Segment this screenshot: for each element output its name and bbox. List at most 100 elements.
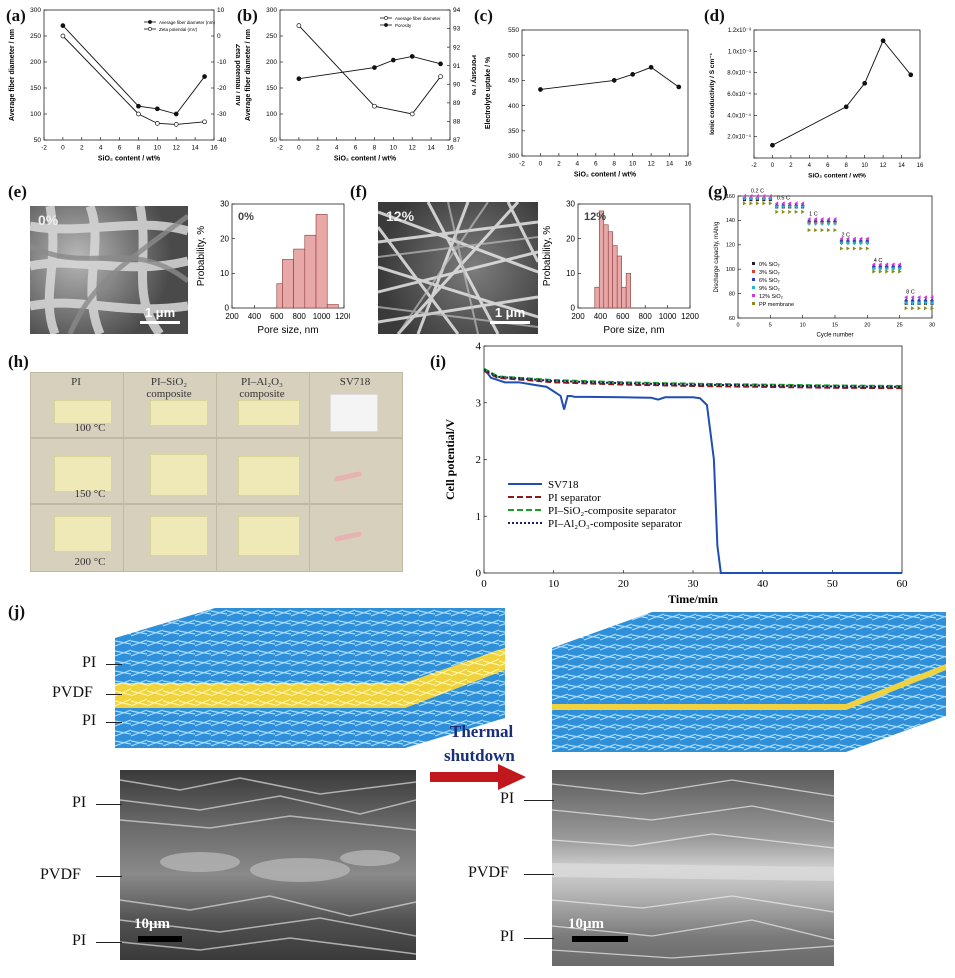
y-right-axis-label: Zeta potential / mV xyxy=(234,44,240,107)
panel-label-g: (g) xyxy=(708,182,728,201)
sem-left-scale-text: 10μm xyxy=(134,916,170,932)
x-tick-label: 10 xyxy=(548,578,560,590)
x-tick-label: 5 xyxy=(769,323,772,329)
data-point xyxy=(846,246,850,251)
legend-marker xyxy=(148,27,152,31)
legend-entry: PI separator xyxy=(548,492,601,504)
x-axis-label: SiO₂ content / wt% xyxy=(334,156,397,163)
x-tick-label: 400 xyxy=(594,312,608,321)
x-tick-label: 4 xyxy=(808,163,812,169)
y-tick-label: 1 xyxy=(476,511,482,523)
x-tick-label: 12 xyxy=(647,161,655,168)
schematic-left-block xyxy=(115,608,505,748)
data-point xyxy=(852,242,857,246)
series-d-point xyxy=(880,38,886,44)
sample-chip xyxy=(150,400,208,426)
data-point xyxy=(781,205,786,209)
x-tick-label: 8 xyxy=(137,145,141,152)
x-tick-label: 4 xyxy=(576,161,580,168)
histogram-bar xyxy=(603,224,609,309)
x-tick-label: 4 xyxy=(335,145,339,152)
data-point xyxy=(871,267,876,272)
leader-line xyxy=(524,800,554,801)
data-point xyxy=(807,228,812,233)
y-tick-label: 100 xyxy=(30,111,41,118)
data-point xyxy=(911,306,915,311)
legend-entry: Average fiber diameter xyxy=(395,16,441,21)
y-tick-label: 10 xyxy=(220,269,229,278)
x-tick-label: 60 xyxy=(897,578,909,590)
panel-label-b: (b) xyxy=(237,6,258,25)
histogram-bar xyxy=(304,234,317,309)
y-tick-label: 300 xyxy=(30,7,41,14)
plot-frame xyxy=(577,203,691,309)
panel-label-e: (e) xyxy=(8,182,27,201)
sample-chip xyxy=(150,516,208,556)
y-tick-label: 300 xyxy=(508,153,519,160)
series-d-point xyxy=(908,72,914,78)
photo-row-200: 200 °C xyxy=(74,556,106,568)
sem-cross-section-left: 10μm xyxy=(120,770,416,960)
leader-line xyxy=(96,876,122,877)
data-point xyxy=(910,295,915,300)
data-point xyxy=(924,306,928,311)
x-tick-label: 600 xyxy=(270,312,284,321)
y-tick-label: 4.0x10⁻⁴ xyxy=(727,112,751,119)
panel-label-j: (j) xyxy=(8,602,25,621)
x-tick-label: 6 xyxy=(594,161,598,168)
chart-i: 0 10 20 30 40 50 60 0 1 2 3 4 Time/min Cell potential… xyxy=(443,341,909,606)
sem-right-label-pi-top: PI xyxy=(500,790,515,807)
y-tick-label: 30 xyxy=(220,200,229,209)
leader-line xyxy=(106,664,122,665)
histogram-bar xyxy=(293,248,306,309)
series-a1-point xyxy=(136,111,141,117)
legend-marker xyxy=(752,278,755,281)
series-b0-point xyxy=(372,103,377,109)
x-tick-label: -2 xyxy=(277,145,283,152)
legend-marker xyxy=(384,23,388,27)
legend-entry: PP membrane xyxy=(759,302,794,308)
data-point xyxy=(878,262,882,267)
legend-entry: 12% SiO₂ xyxy=(759,294,783,300)
x-tick-label: 10 xyxy=(154,145,162,152)
x-tick-label: 800 xyxy=(293,312,307,321)
data-point xyxy=(884,262,889,267)
data-point xyxy=(794,201,798,206)
y-tick-label: 60 xyxy=(729,316,735,322)
legend-entry: 9% SiO₂ xyxy=(759,286,780,292)
x-tick-label: 1000 xyxy=(659,312,677,321)
series-a1-point xyxy=(60,33,66,39)
data-point xyxy=(768,201,773,206)
x-axis-label: SiO₂ content / wt% xyxy=(808,173,866,180)
panel-label-a: (a) xyxy=(6,6,26,25)
histogram-bar xyxy=(598,210,605,309)
sem-image-e: 0% 1 μm xyxy=(30,206,188,334)
chart-b: -2 0 2 4 6 8 10 12 14 16 50 100 150 200 250 300 87 88 89 90… xyxy=(245,7,476,163)
x-tick-label: 14 xyxy=(666,161,674,168)
data-point xyxy=(774,205,779,209)
y-right-tick-label: -20 xyxy=(217,85,227,92)
data-point xyxy=(865,246,870,251)
y-tick-label: 50 xyxy=(34,137,42,144)
series-line xyxy=(483,367,903,387)
y-tick-label: 8.0x10⁻⁴ xyxy=(727,70,751,77)
series-b0-point xyxy=(296,23,302,28)
series-a1-line xyxy=(62,35,205,125)
data-point xyxy=(917,306,922,311)
series-b0-point xyxy=(438,74,443,79)
x-tick-label: 6 xyxy=(354,145,358,152)
data-point xyxy=(761,194,766,198)
y-tick-label: 20 xyxy=(566,234,575,243)
panel-label-c: (c) xyxy=(474,6,493,25)
chart-a: -2 0 2 4 6 8 10 12 14 1650100150200250300-40-30-2… xyxy=(9,7,240,162)
data-point xyxy=(788,209,792,214)
y-tick-label: 150 xyxy=(30,85,41,92)
data-point xyxy=(839,242,844,246)
histogram-bar xyxy=(625,273,631,309)
histogram-bar xyxy=(282,259,294,309)
x-tick-label: 10 xyxy=(629,161,637,168)
y-tick-label: 300 xyxy=(266,7,277,14)
x-tick-label: 2 xyxy=(316,145,320,152)
data-point xyxy=(768,196,773,201)
legend-entry: SV718 xyxy=(548,479,579,491)
